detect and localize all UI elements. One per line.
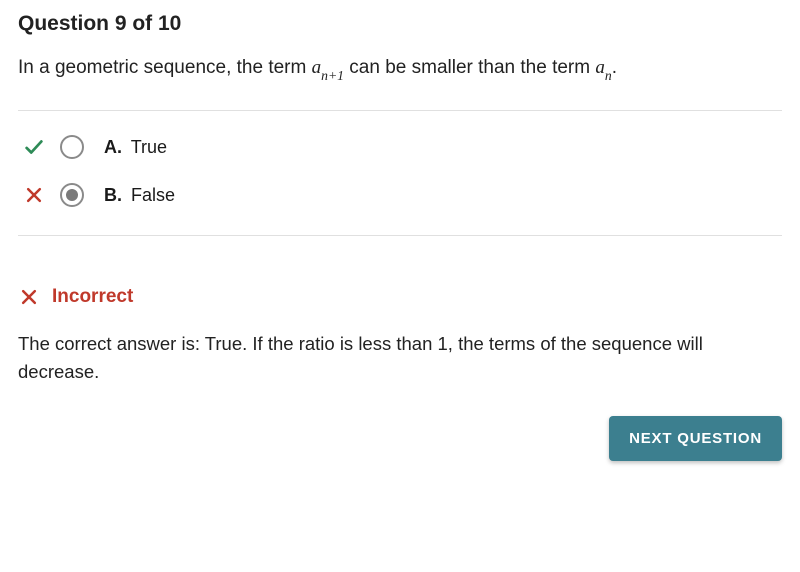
answer-label-a: A. True bbox=[104, 137, 167, 158]
question-text-mid: can be smaller than the term bbox=[344, 57, 595, 78]
check-icon bbox=[22, 135, 46, 159]
button-row: NEXT QUESTION bbox=[18, 416, 782, 461]
question-text-prefix: In a geometric sequence, the term bbox=[18, 57, 312, 78]
math-sub-2: n bbox=[605, 68, 612, 83]
math-var-a1: a bbox=[312, 57, 322, 78]
feedback-status: Incorrect bbox=[52, 286, 133, 308]
radio-b[interactable] bbox=[60, 183, 84, 207]
math-sub-1: n+1 bbox=[321, 68, 344, 83]
incorrect-x-icon bbox=[18, 286, 40, 308]
answer-row-a: A. True bbox=[22, 135, 782, 159]
feedback-head: Incorrect bbox=[18, 286, 782, 308]
answers-list: A. True B. False bbox=[18, 135, 782, 207]
answer-text-a: True bbox=[131, 137, 167, 157]
divider-top bbox=[18, 110, 782, 111]
question-text-suffix: . bbox=[612, 57, 617, 78]
feedback-explanation: The correct answer is: True. If the rati… bbox=[18, 330, 782, 386]
answer-text-b: False bbox=[131, 185, 175, 205]
divider-bottom bbox=[18, 235, 782, 236]
x-icon bbox=[22, 183, 46, 207]
feedback-block: Incorrect The correct answer is: True. I… bbox=[18, 260, 782, 461]
radio-a[interactable] bbox=[60, 135, 84, 159]
radio-dot-icon bbox=[66, 189, 78, 201]
question-text: In a geometric sequence, the term an+1 c… bbox=[18, 54, 782, 84]
next-question-button[interactable]: NEXT QUESTION bbox=[609, 416, 782, 461]
question-counter: Question 9 of 10 bbox=[18, 12, 782, 36]
answer-letter-b: B. bbox=[104, 185, 122, 205]
answer-row-b: B. False bbox=[22, 183, 782, 207]
answer-label-b: B. False bbox=[104, 185, 175, 206]
answer-letter-a: A. bbox=[104, 137, 122, 157]
math-var-a2: a bbox=[595, 57, 605, 78]
